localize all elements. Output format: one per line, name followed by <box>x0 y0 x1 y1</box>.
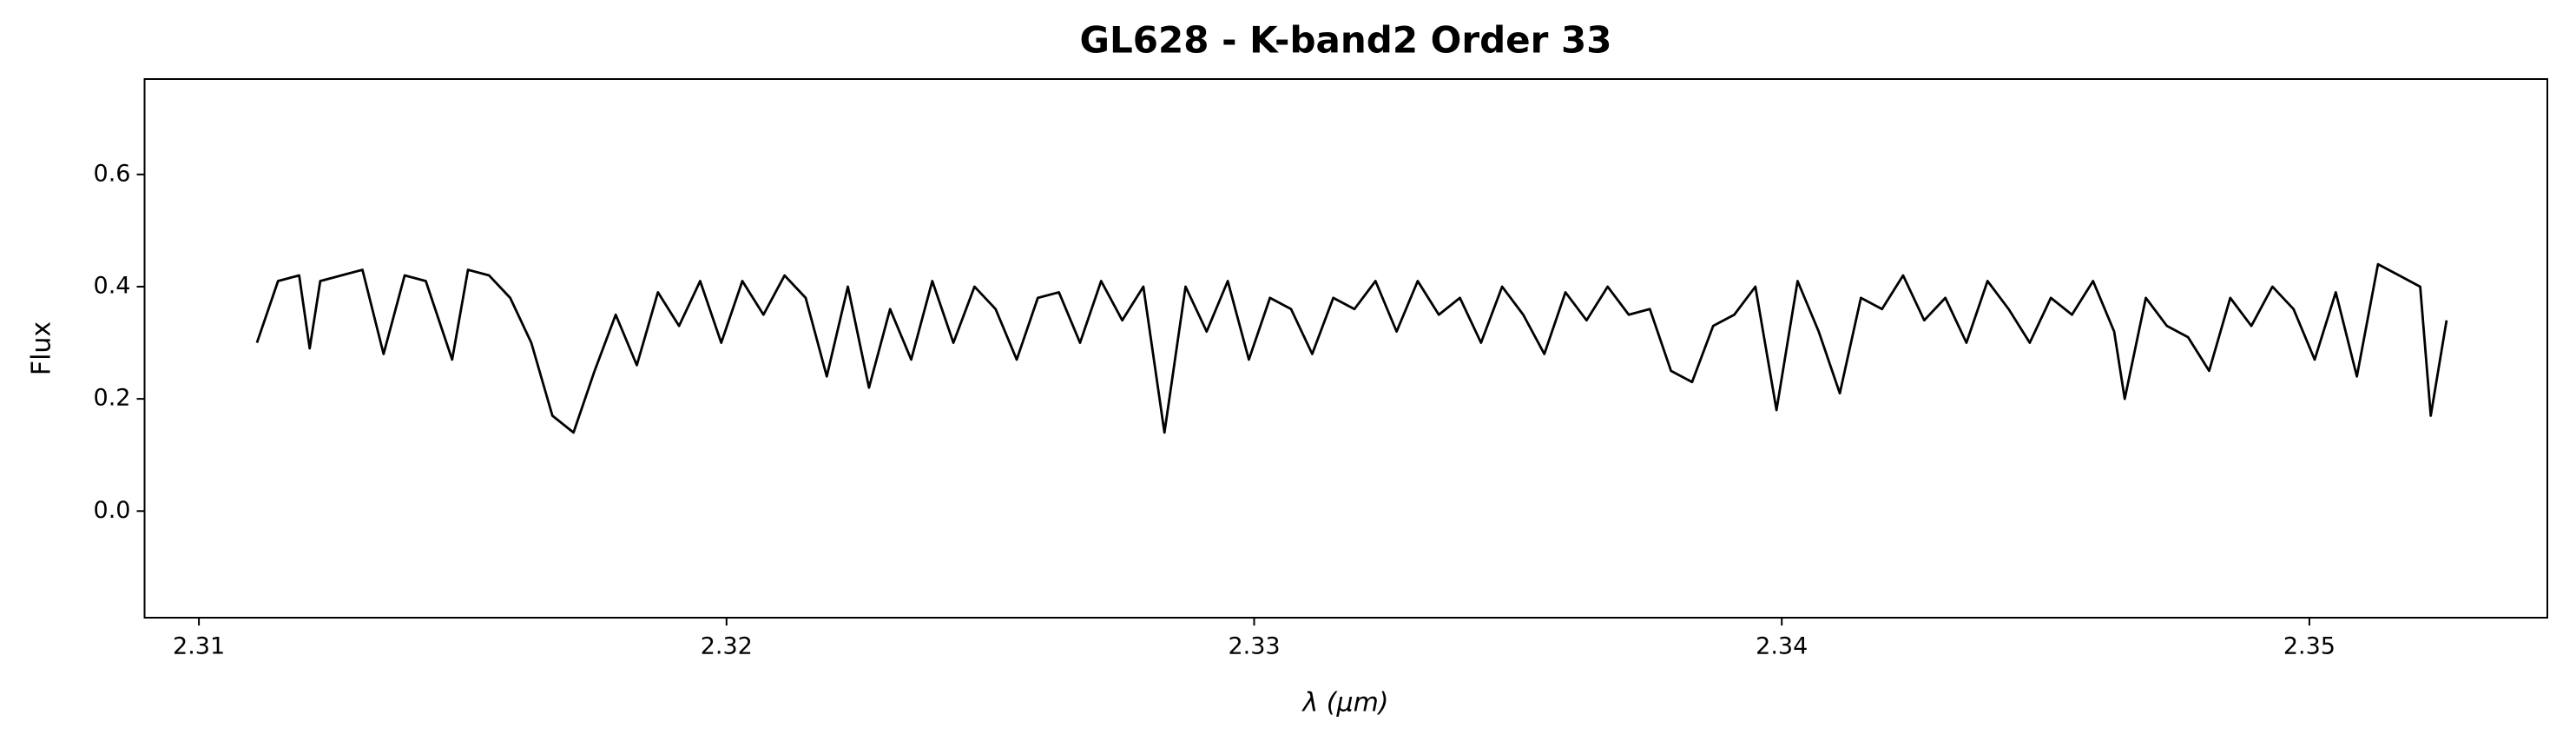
y-tick-label: 0.6 <box>94 160 131 187</box>
x-tick-label: 2.33 <box>1228 633 1280 660</box>
x-axis-label: λ (μm) <box>1301 688 1388 718</box>
y-tick-label: 0.0 <box>94 497 131 524</box>
x-tick-label: 2.31 <box>173 633 225 660</box>
x-tick-label: 2.35 <box>2283 633 2336 660</box>
x-tick-label: 2.32 <box>701 633 753 660</box>
x-tick-label: 2.34 <box>1756 633 1808 660</box>
spectrum-line <box>255 262 2448 434</box>
plot-frame <box>143 78 2548 619</box>
chart-title: GL628 - K-band2 Order 33 <box>1080 19 1612 62</box>
y-axis-label: Flux <box>27 321 57 375</box>
y-tick-label: 0.4 <box>94 272 131 299</box>
y-tick-label: 0.2 <box>94 385 131 412</box>
